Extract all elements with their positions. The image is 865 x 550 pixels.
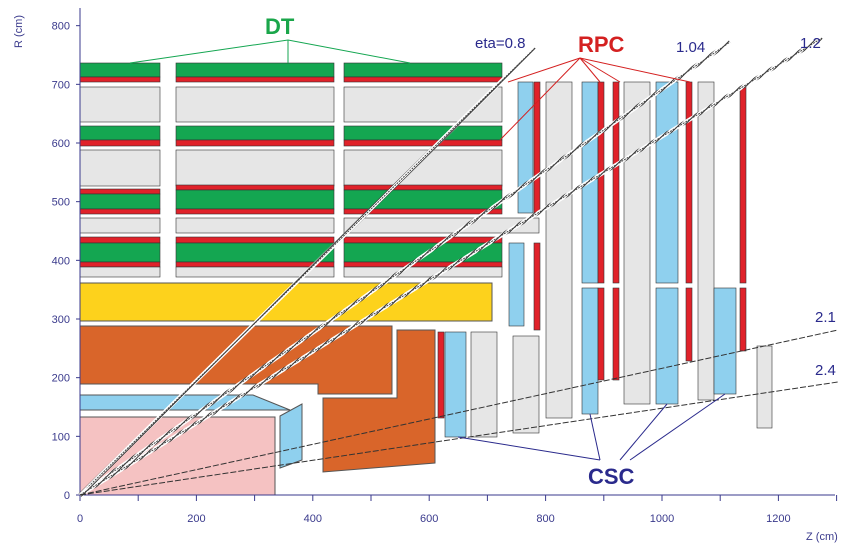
y-tick-label: 200 (52, 373, 70, 385)
dt-label: DT (265, 14, 295, 39)
rpc-re1-1 (437, 331, 445, 419)
csc-me3-1 (655, 287, 679, 405)
solenoid (79, 282, 493, 322)
barrel-iron (175, 217, 335, 234)
eta-label: 2.4 (815, 362, 836, 379)
y-axis-title: R (cm) (13, 15, 25, 48)
rpc-re2-1 (597, 287, 605, 381)
y-tick-label: 700 (52, 79, 70, 91)
y-tick-label: 100 (52, 431, 70, 443)
rpc-re3-2 (612, 81, 620, 284)
rpc-re4-outer (739, 86, 747, 284)
eta-label: eta=0.8 (475, 35, 525, 52)
y-tick-label: 500 (52, 197, 70, 209)
csc-me2-1 (581, 287, 599, 415)
csc-me1-3 (517, 81, 534, 214)
yoke-ye4 (756, 345, 773, 429)
barrel-iron (175, 86, 335, 123)
csc-me1-1 (444, 331, 467, 438)
x-tick-label: 400 (304, 513, 322, 525)
eta-lines: eta=0.8 1.04 1.2 2.1 2.4 (78, 35, 839, 497)
barrel-station-mb1 (79, 236, 503, 278)
eta-label: 1.04 (676, 39, 705, 56)
y-tick-label: 400 (52, 255, 70, 267)
barrel-station-mb3 (79, 125, 503, 147)
barrel-iron (343, 217, 540, 234)
x-tick-label: 200 (187, 513, 205, 525)
x-tick-label: 600 (420, 513, 438, 525)
csc-label: CSC (588, 464, 635, 489)
x-tick-label: 0 (77, 513, 83, 525)
x-axis-title: Z (cm) (806, 531, 838, 543)
barrel-station-mb2 (79, 184, 503, 215)
rpc-re3-1 (612, 287, 620, 381)
barrel-wheels (79, 62, 540, 278)
yoke-ye1-outer (512, 335, 540, 434)
tracker (79, 416, 276, 496)
barrel-iron (79, 86, 161, 123)
y-tick-label: 600 (52, 138, 70, 150)
eta-line-core (79, 37, 823, 496)
ecal-barrel (79, 394, 291, 411)
axes: 0 100 200 300 400 500 600 700 800 0 200 400 600 800 1… (52, 8, 838, 525)
label-pointers (129, 39, 726, 461)
rpc-re1-2 (533, 242, 541, 331)
yoke-ye3 (697, 81, 715, 401)
yoke-ye2 (623, 81, 651, 405)
x-tick-label: 800 (536, 513, 554, 525)
rpc-re4-1 (685, 287, 693, 362)
x-tick-label: 1200 (766, 513, 790, 525)
eta-label: 1.2 (800, 35, 821, 52)
barrel-iron (79, 149, 161, 187)
barrel-station-mb4 (79, 62, 503, 83)
barrel-iron (79, 217, 161, 234)
csc-me3-2 (655, 81, 679, 284)
yoke-ye1 (545, 81, 573, 419)
rpc-re4-outer-low (739, 287, 747, 352)
hcal-barrel (79, 325, 393, 395)
ecal-endcap (279, 403, 303, 469)
yoke-ye1-inner (470, 331, 498, 438)
eta-line-core (79, 47, 536, 496)
y-tick-label: 0 (64, 490, 70, 502)
csc-me4-1 (713, 287, 737, 395)
eta-line (79, 329, 839, 496)
csc-me1-2 (508, 242, 525, 327)
rpc-re4-2 (685, 81, 693, 284)
y-tick-label: 300 (52, 314, 70, 326)
barrel-iron (175, 149, 335, 187)
eta-line-core (79, 41, 731, 496)
rpc-label: RPC (578, 32, 625, 57)
x-tick-label: 1000 (650, 513, 674, 525)
rpc-re2-2 (597, 81, 605, 284)
eta-label: 2.1 (815, 309, 836, 326)
y-tick-label: 800 (52, 21, 70, 33)
